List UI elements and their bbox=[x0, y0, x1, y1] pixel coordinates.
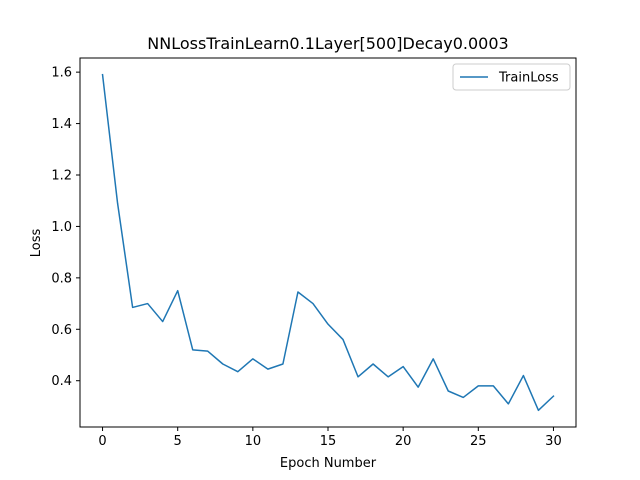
y-tick-label: 0.4 bbox=[51, 374, 72, 389]
y-tick-label: 1.0 bbox=[51, 220, 72, 235]
x-tick-label: 5 bbox=[174, 434, 182, 449]
y-tick-label: 0.6 bbox=[51, 323, 72, 338]
x-tick-label: 20 bbox=[395, 434, 412, 449]
y-tick-label: 0.8 bbox=[51, 271, 72, 286]
x-axis-label: Epoch Number bbox=[280, 456, 377, 471]
x-tick-label: 30 bbox=[545, 434, 562, 449]
series-layer bbox=[101, 73, 555, 412]
axis-ticks: 0 5 10 15 20 25 30 0.4 0.6 0.8 1.0 1.2 1.4 1.6 bbox=[51, 66, 561, 449]
x-tick-label: 15 bbox=[320, 434, 337, 449]
x-tick-label: 25 bbox=[470, 434, 487, 449]
y-tick-label: 1.6 bbox=[51, 66, 72, 81]
legend-box bbox=[452, 63, 571, 91]
chart-title: NNLossTrainLearn0.1Layer[500]Decay0.0003 bbox=[147, 34, 508, 53]
x-tick-label: 0 bbox=[98, 434, 106, 449]
y-axis-label: Loss bbox=[29, 229, 44, 258]
plot-frame bbox=[79, 57, 577, 428]
plot-area bbox=[80, 58, 576, 427]
y-tick-label: 1.2 bbox=[51, 169, 72, 184]
legend-label: TrainLoss bbox=[498, 71, 559, 86]
series-line-trainloss bbox=[101, 73, 555, 412]
x-tick-label: 10 bbox=[245, 434, 262, 449]
y-tick-label: 1.4 bbox=[51, 117, 72, 132]
legend: TrainLoss bbox=[452, 63, 571, 91]
